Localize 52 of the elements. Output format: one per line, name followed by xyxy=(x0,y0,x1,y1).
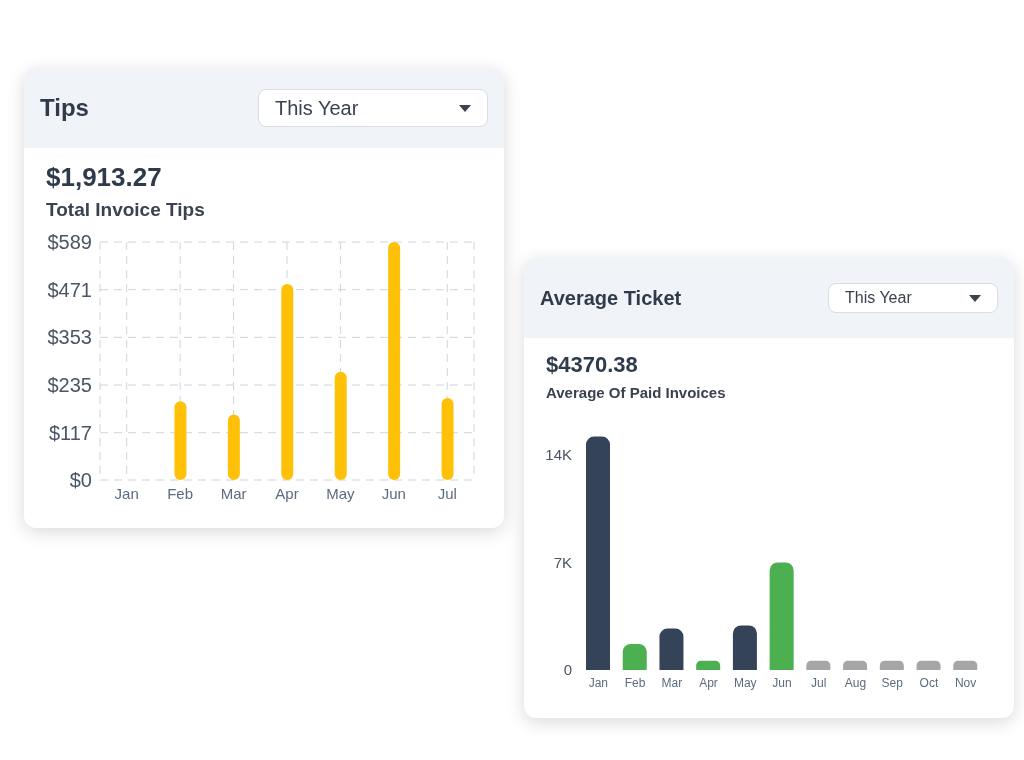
bar xyxy=(806,660,831,670)
bar xyxy=(388,242,401,480)
y-tick-label: $353 xyxy=(47,326,92,349)
x-tick-label: Mar xyxy=(220,484,247,502)
x-tick-label: Aug xyxy=(844,675,867,690)
x-tick-label: May xyxy=(326,484,356,502)
text: This Year xyxy=(845,289,912,307)
bar xyxy=(916,660,941,670)
bar xyxy=(659,628,684,670)
text: Average Of Paid Invoices xyxy=(546,384,727,401)
bar xyxy=(879,660,904,670)
y-tick-label: 14K xyxy=(545,446,572,464)
y-tick-label: $0 xyxy=(69,469,92,492)
chart-title: Average Ticket xyxy=(540,286,682,310)
bar xyxy=(732,625,757,670)
y-tick-label: $117 xyxy=(48,421,92,444)
x-tick-label: May xyxy=(733,675,757,690)
y-tick-label: 7K xyxy=(553,553,572,571)
bar xyxy=(174,401,187,480)
bar xyxy=(334,371,347,480)
bar xyxy=(622,643,647,670)
x-tick-label: Apr xyxy=(275,484,299,502)
bar xyxy=(769,562,794,670)
chart-title: Tips xyxy=(40,94,89,122)
bar xyxy=(281,284,294,480)
x-tick-label: Jan xyxy=(114,484,139,502)
y-tick-label: $589 xyxy=(47,231,92,254)
x-tick-label: Nov xyxy=(954,675,977,690)
bar xyxy=(696,660,721,670)
bar xyxy=(441,397,454,480)
x-tick-label: Jul xyxy=(811,675,827,690)
x-tick-label: Apr xyxy=(699,675,718,690)
text: $4370.38 xyxy=(546,352,639,378)
x-tick-label: Jun xyxy=(381,484,406,502)
text: This Year xyxy=(275,96,359,120)
bar xyxy=(953,660,978,670)
y-tick-label: $471 xyxy=(47,278,92,301)
x-tick-label: Feb xyxy=(624,675,646,690)
x-tick-label: Jul xyxy=(437,484,457,502)
x-tick-label: Oct xyxy=(919,675,939,690)
x-tick-label: Sep xyxy=(881,675,904,690)
y-tick-label: $235 xyxy=(47,374,92,397)
x-tick-label: Jun xyxy=(772,675,792,690)
bar xyxy=(843,660,868,670)
bar xyxy=(227,414,240,480)
bar xyxy=(586,436,610,670)
text: $1,913.27 xyxy=(46,162,163,193)
x-tick-label: Jan xyxy=(588,675,609,690)
x-tick-label: Mar xyxy=(661,675,683,690)
x-tick-label: Feb xyxy=(167,484,194,502)
text: Total Invoice Tips xyxy=(46,199,206,221)
y-tick-label: 0 xyxy=(563,661,572,679)
